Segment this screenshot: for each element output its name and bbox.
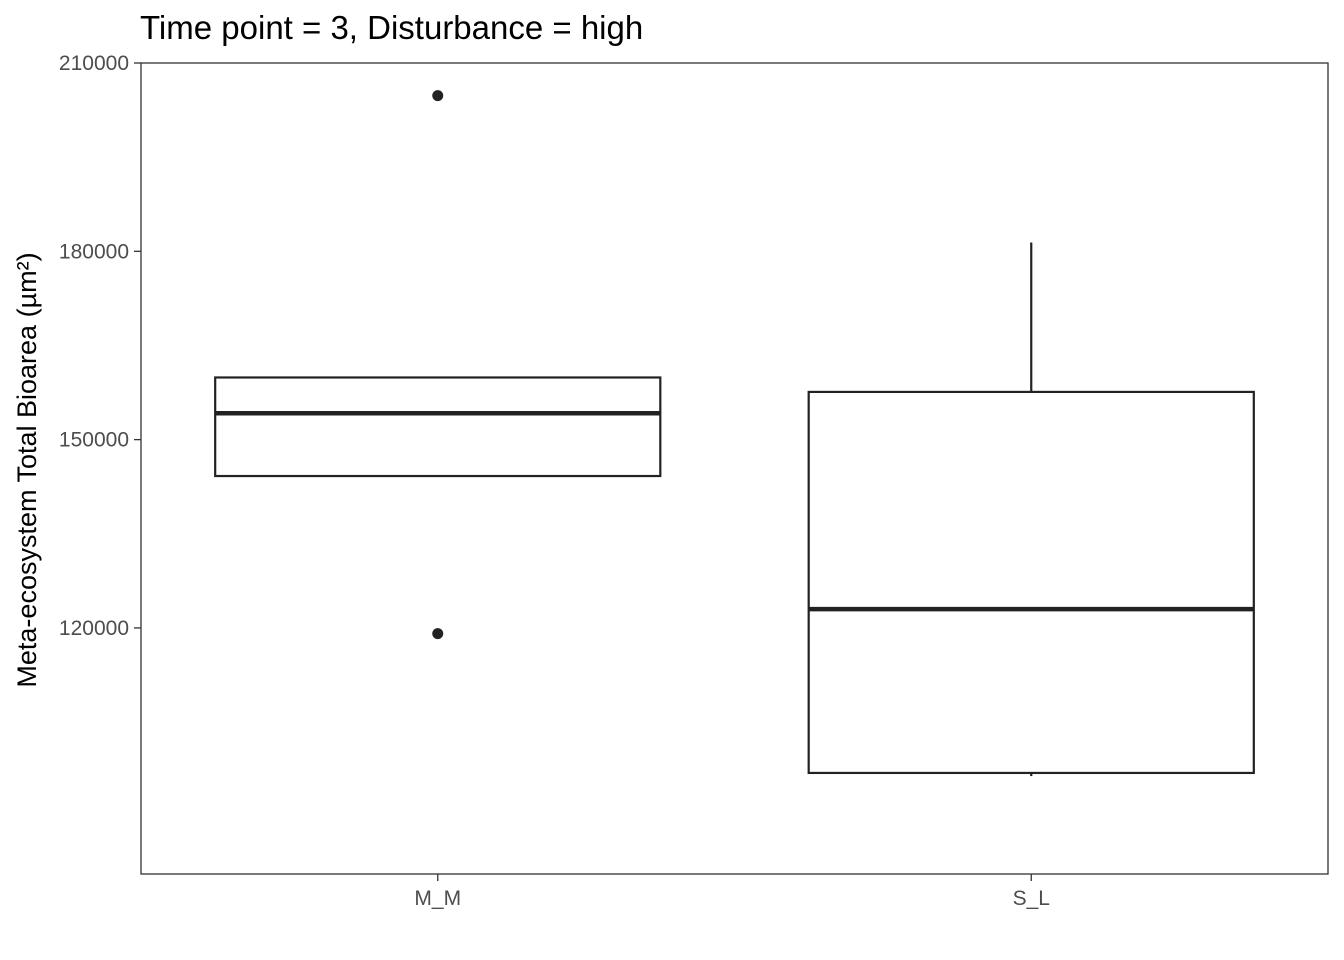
chart-title: Time point = 3, Disturbance = high [140, 9, 643, 46]
plot-panel [140, 62, 1329, 875]
y-tick-label: 210000 [59, 52, 129, 75]
box-s-l [807, 242, 1255, 777]
box-iqr [807, 390, 1255, 775]
y-axis-label: Meta-ecosystem Total Bioarea (µm²) [12, 252, 42, 687]
outlier-point [432, 90, 444, 102]
y-tick-label: 150000 [59, 429, 129, 452]
x-axis: M_M S_L [414, 874, 1050, 910]
box-m-m [214, 90, 662, 640]
x-tick-label: M_M [414, 887, 461, 910]
y-tick-label: 120000 [59, 617, 129, 640]
outlier-point [432, 628, 444, 640]
x-tick-label: S_L [1013, 887, 1050, 910]
y-tick-label: 180000 [59, 240, 129, 263]
boxes-layer [214, 90, 1255, 777]
y-axis: 120000 150000 180000 210000 [59, 52, 141, 640]
box-iqr [214, 376, 662, 478]
